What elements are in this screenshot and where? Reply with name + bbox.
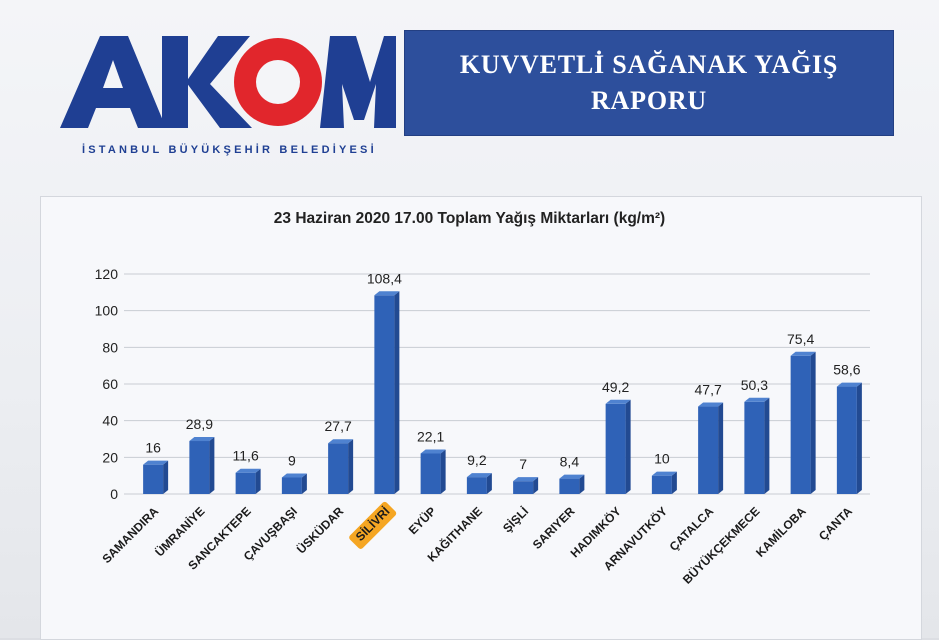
bar: [420, 453, 441, 494]
report-title-banner: KUVVETLİ SAĞANAK YAĞIŞ RAPORU: [404, 30, 894, 136]
y-tick-label: 100: [95, 303, 119, 319]
bar: [559, 478, 580, 494]
bar-side: [440, 449, 446, 494]
value-label: 22,1: [417, 428, 444, 444]
value-label: 10: [654, 451, 670, 467]
bar: [836, 386, 857, 494]
y-tick-label: 20: [102, 449, 118, 465]
bar-top: [698, 402, 724, 407]
value-label: 16: [145, 440, 161, 456]
bar-side: [394, 291, 400, 494]
value-label: 7: [519, 456, 527, 472]
x-category-label: KAMİLOBA: [752, 503, 809, 560]
y-tick-label: 0: [110, 486, 118, 502]
x-category-label: ÇATALCA: [667, 504, 717, 554]
x-category-label: ÇANTA: [816, 504, 855, 543]
value-label: 28,9: [186, 416, 213, 432]
x-category-label: ŞİŞLİ: [499, 504, 531, 536]
bar: [189, 441, 210, 494]
bar-top: [790, 351, 816, 356]
bar-top: [651, 471, 677, 476]
bar-top: [189, 437, 215, 442]
y-tick-label: 40: [102, 413, 118, 429]
x-category-label: SAMANDIRA: [99, 504, 161, 566]
bar-top: [836, 382, 862, 387]
bar-side: [301, 473, 307, 494]
bar-side: [486, 473, 492, 494]
value-label: 9,2: [467, 452, 487, 468]
bar-side: [625, 399, 631, 494]
value-label: 50,3: [741, 377, 768, 393]
y-tick-label: 60: [102, 376, 118, 392]
logo-subtitle: İSTANBUL BÜYÜKŞEHİR BELEDİYESİ: [82, 144, 377, 156]
bar: [466, 477, 487, 494]
highlight-marker: [349, 501, 397, 549]
bar: [328, 443, 349, 494]
bar-side: [671, 471, 677, 494]
y-tick-label: 80: [102, 339, 118, 355]
bar-side: [255, 468, 261, 494]
bars-layer: [143, 291, 862, 494]
bar-side: [533, 477, 539, 494]
bar: [744, 401, 765, 494]
y-tick-label: 120: [95, 266, 119, 282]
bar: [790, 355, 811, 494]
bar-side: [856, 382, 862, 494]
bar-top: [605, 399, 631, 404]
x-category-label: EYÜP: [405, 504, 439, 538]
value-label: 49,2: [602, 379, 629, 395]
value-label: 108,4: [367, 270, 402, 286]
value-label: 58,6: [833, 362, 860, 378]
report-title-line2: RAPORU: [590, 86, 707, 115]
bar-side: [764, 397, 770, 494]
highlight-layer: [349, 501, 397, 549]
bar-top: [328, 439, 354, 444]
bar-side: [348, 439, 354, 494]
x-category-label: SARIYER: [530, 504, 578, 552]
bar-side: [209, 437, 215, 494]
y-axis-ticks: 0 20 40 60 80 100 120: [95, 266, 119, 502]
bar: [651, 475, 672, 494]
value-label: 8,4: [560, 454, 580, 470]
bar: [281, 477, 302, 494]
bar-side: [810, 351, 816, 494]
bar: [513, 481, 534, 494]
x-category-label: ÜSKÜDAR: [293, 503, 346, 556]
bar-top: [143, 460, 169, 465]
bar: [235, 472, 256, 494]
bar: [374, 295, 395, 494]
value-label: 9: [288, 453, 296, 469]
akom-logo: İSTANBUL BÜYÜKŞEHİR BELEDİYESİ: [58, 28, 398, 156]
akom-wordmark-icon: [60, 36, 396, 128]
chart-panel: [40, 196, 922, 640]
bar-top: [235, 468, 261, 473]
bar-top: [559, 474, 585, 479]
value-label: 47,7: [695, 382, 722, 398]
bar-top: [374, 291, 400, 296]
x-axis-labels: SAMANDIRAÜMRANİYESANCAKTEPEÇAVUŞBAŞIÜSKÜ…: [99, 503, 855, 586]
value-label: 75,4: [787, 331, 814, 347]
bar: [143, 464, 164, 494]
bar: [698, 406, 719, 494]
report-title-line1: KUVVETLİ SAĞANAK YAĞIŞ: [459, 50, 839, 79]
bar-side: [718, 402, 724, 494]
chart-title: 23 Haziran 2020 17.00 Toplam Yağış Mikta…: [273, 210, 666, 227]
value-label: 27,7: [325, 418, 352, 434]
bar: [605, 403, 626, 494]
bar-top: [281, 473, 307, 478]
bar-top: [744, 397, 770, 402]
bar-top: [513, 477, 539, 482]
value-label: 11,6: [233, 448, 259, 464]
value-labels-layer: 16 28,9 11,6 9 27,7 108,4 22,1 9,2 7 8,4 49,2 10 47,…: [145, 270, 860, 472]
x-category-label: BÜYÜKÇEKMECE: [679, 504, 762, 587]
bar-top: [466, 473, 492, 478]
bar-side: [163, 460, 169, 494]
bar-top: [420, 449, 446, 454]
bar-side: [579, 474, 585, 494]
